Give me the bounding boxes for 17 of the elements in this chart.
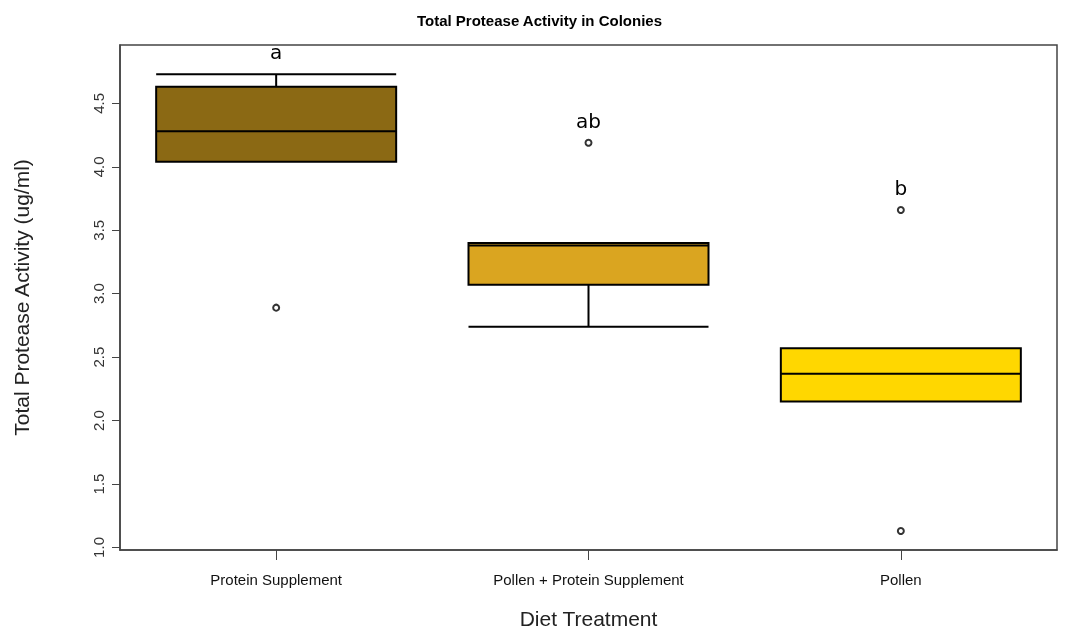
annotation: b bbox=[894, 175, 908, 200]
y-tick-label: 2.5 bbox=[90, 346, 107, 368]
x-axis-title: Diet Treatment bbox=[519, 607, 658, 630]
annotation: a bbox=[270, 40, 283, 65]
y-tick-label: 4.0 bbox=[90, 156, 107, 178]
y-axis-title: Total Protease Activity (ug/ml) bbox=[10, 159, 33, 436]
x-tick-label: Pollen bbox=[879, 571, 922, 588]
y-tick-label: 3.0 bbox=[90, 283, 107, 305]
x-tick-label: Protein Supplement bbox=[210, 571, 343, 588]
y-tick-label: 2.0 bbox=[90, 410, 107, 432]
y-tick-label: 1.5 bbox=[90, 473, 107, 495]
chart-title: Total Protease Activity in Colonies bbox=[416, 12, 663, 29]
annotation: ab bbox=[576, 108, 601, 133]
y-tick-label: 1.0 bbox=[90, 537, 107, 558]
y-tick-label: 3.5 bbox=[90, 219, 107, 241]
y-tick-label: 4.5 bbox=[90, 92, 107, 114]
x-tick-label: Pollen + Protein Supplement bbox=[493, 571, 685, 588]
